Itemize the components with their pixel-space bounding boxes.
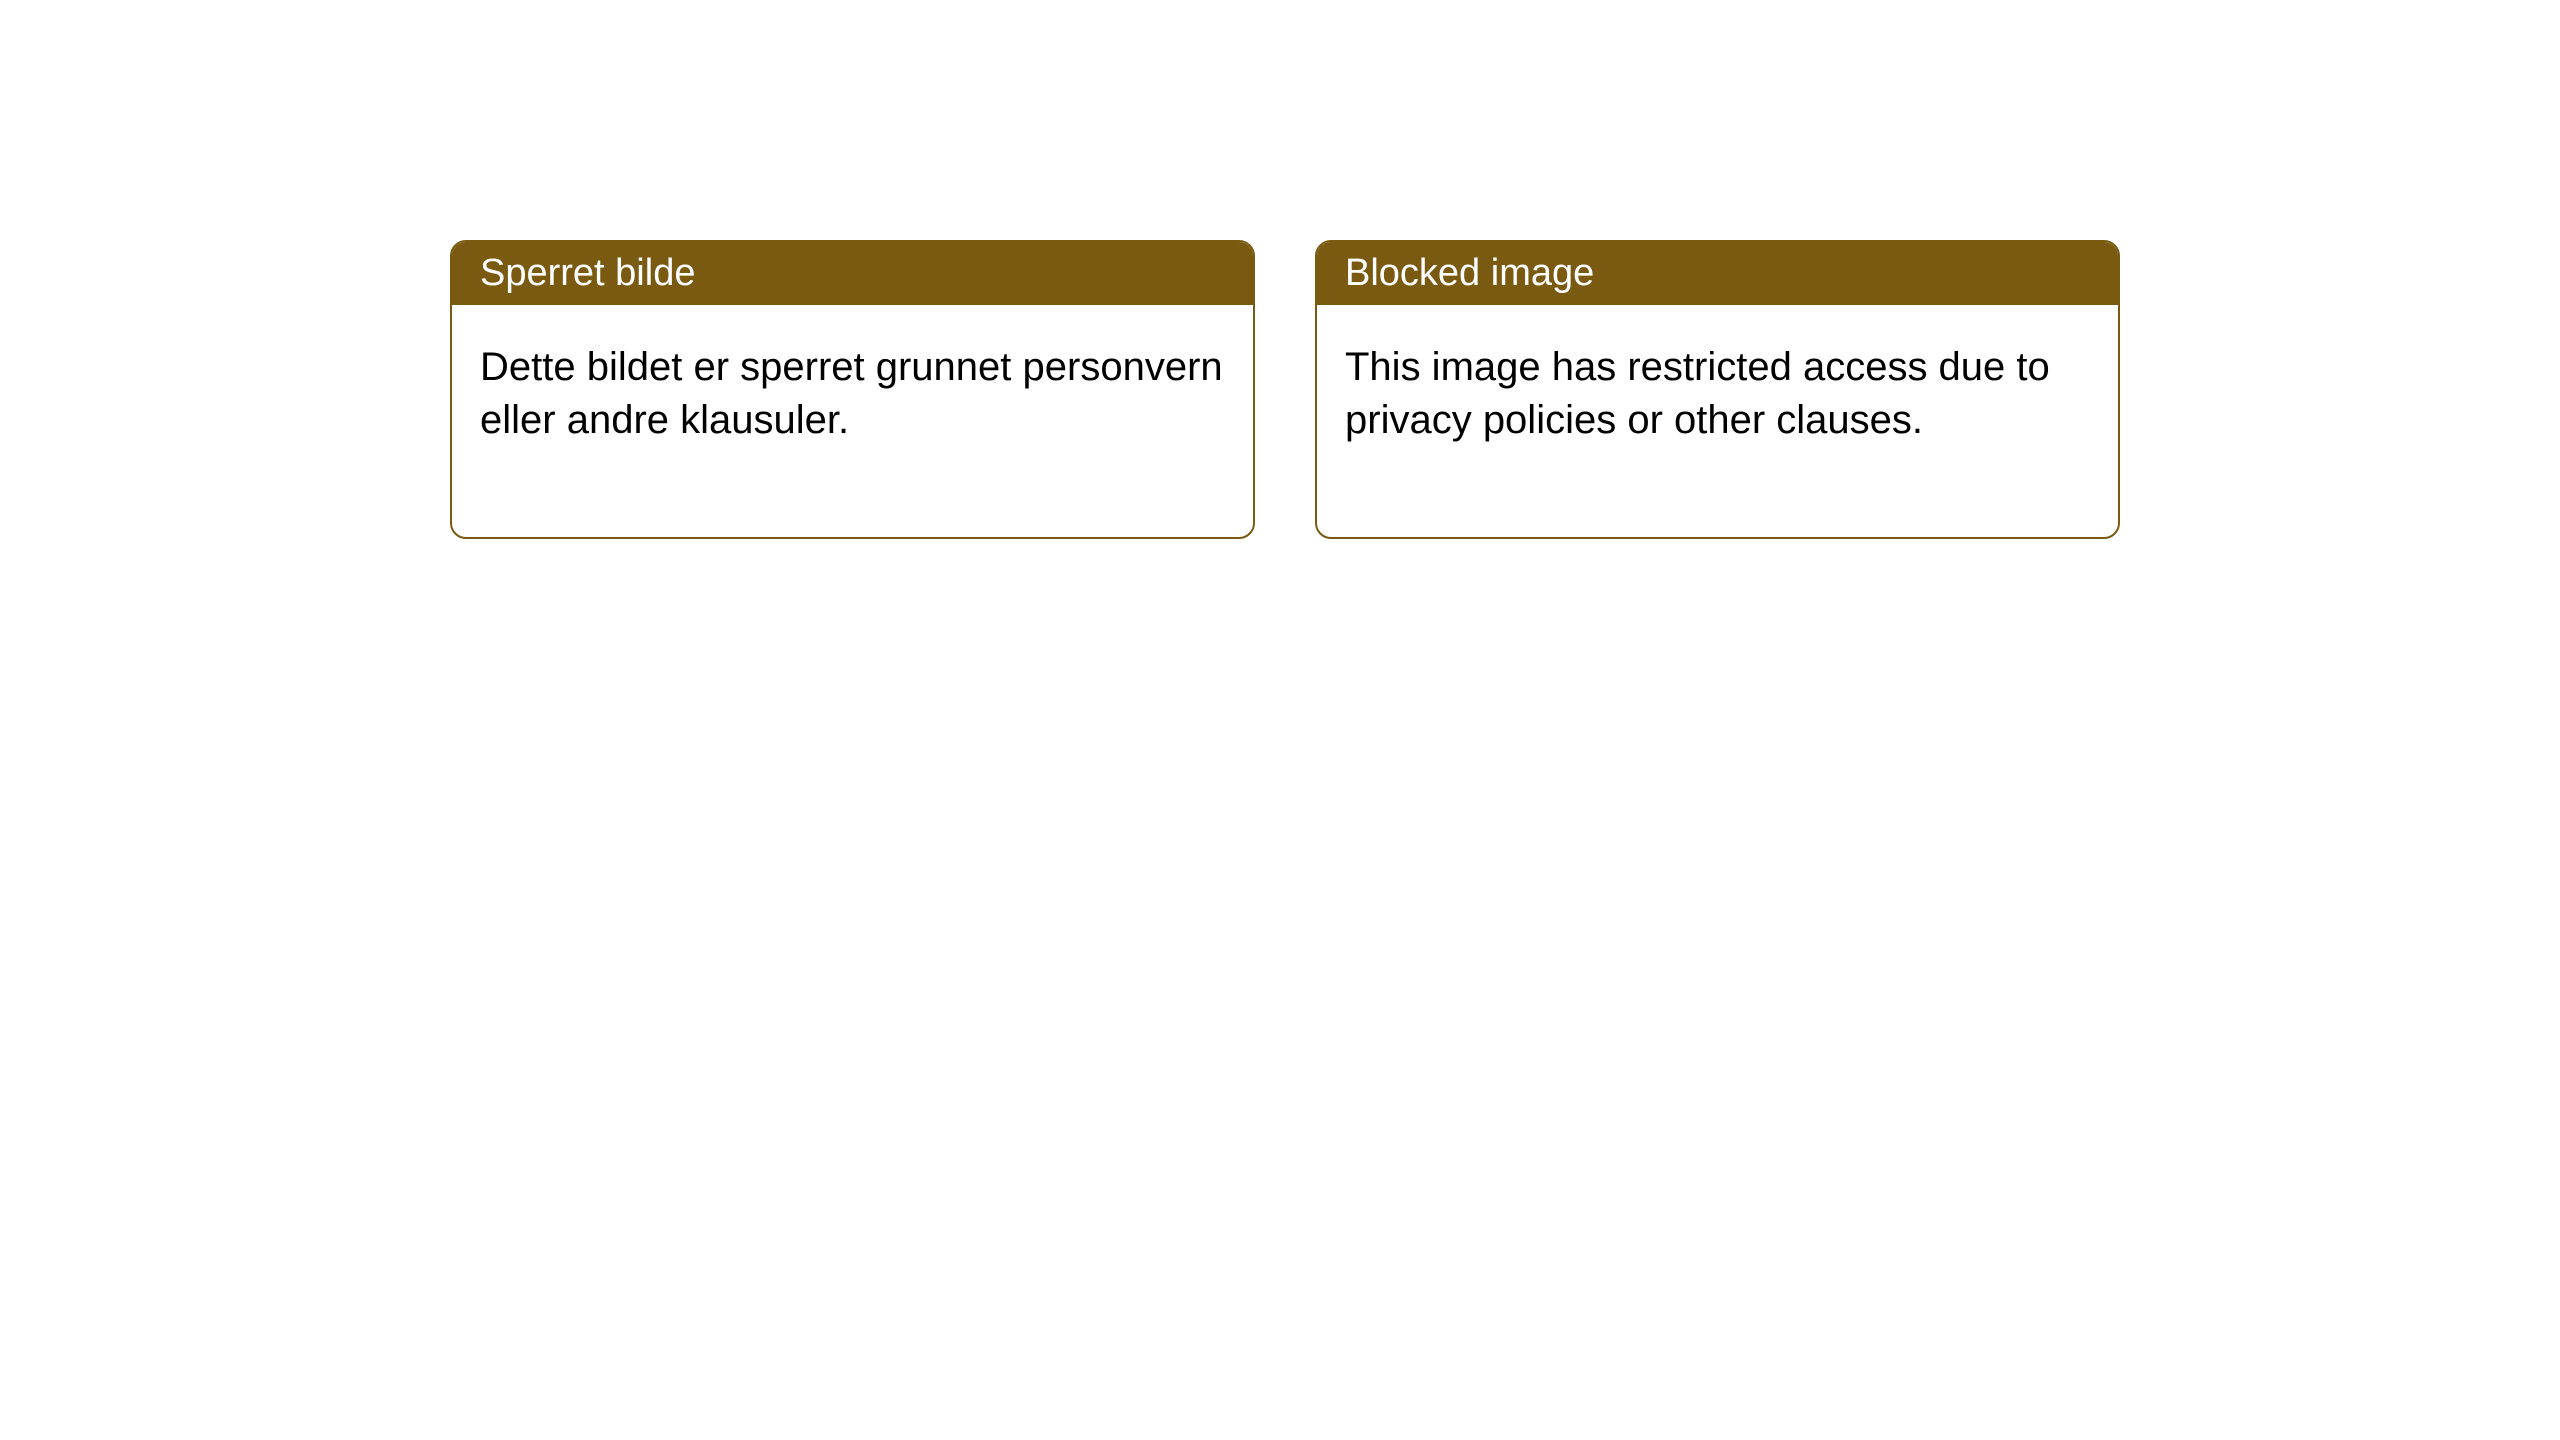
card-title: Sperret bilde: [480, 252, 695, 294]
card-title: Blocked image: [1345, 252, 1594, 294]
blocked-image-card-en: Blocked image This image has restricted …: [1315, 240, 2120, 539]
card-message: Dette bildet er sperret grunnet personve…: [480, 341, 1225, 447]
card-body: Dette bildet er sperret grunnet personve…: [452, 305, 1253, 537]
card-message: This image has restricted access due to …: [1345, 341, 2090, 447]
card-header: Blocked image: [1317, 242, 2118, 305]
card-body: This image has restricted access due to …: [1317, 305, 2118, 537]
card-header: Sperret bilde: [452, 242, 1253, 305]
blocked-image-card-no: Sperret bilde Dette bildet er sperret gr…: [450, 240, 1255, 539]
notice-cards-container: Sperret bilde Dette bildet er sperret gr…: [0, 0, 2560, 539]
